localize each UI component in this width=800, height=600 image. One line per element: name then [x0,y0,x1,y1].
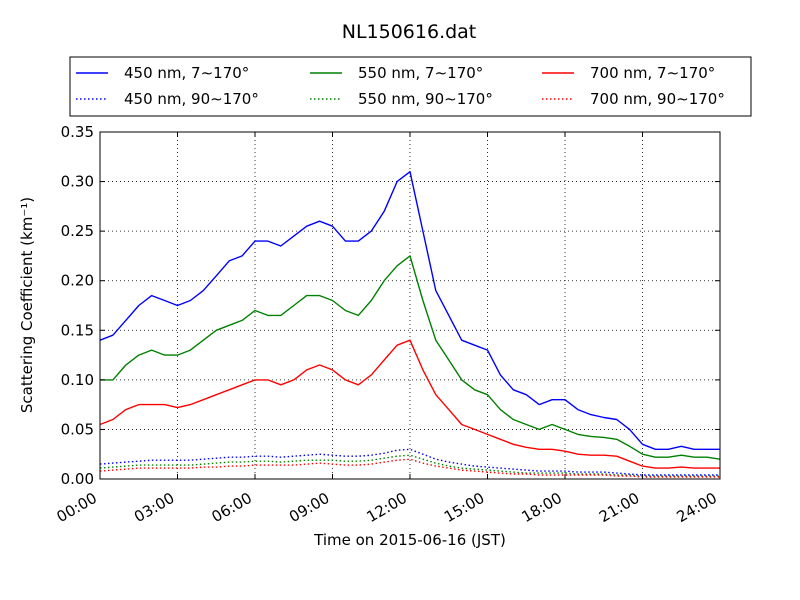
legend-label: 550 nm, 7∼170° [358,64,483,82]
y-tick-label: 0.15 [61,321,94,339]
series-line [100,255,721,460]
legend-label: 700 nm, 90∼170° [590,90,725,108]
y-tick-label: 0.10 [61,371,94,389]
x-tick-label: 21:00 [596,489,642,526]
y-ticks: 0.00 0.05 0.10 0.15 0.20 0.25 0.30 0.35 [61,123,720,488]
series-line [99,339,720,469]
series-line [99,448,720,476]
x-tick-label: 06:00 [209,489,255,526]
x-tick-label: 15:00 [441,489,487,526]
legend: 450 nm, 7∼170° 550 nm, 7∼170° 700 nm, 7∼17… [69,56,752,117]
plot-lines [99,170,721,478]
y-tick-label: 0.25 [61,222,94,240]
x-axis-label: Time on 2015-06-16 (JST) [313,531,506,549]
x-tick-label: 09:00 [286,489,332,526]
legend-label: 450 nm, 7∼170° [124,64,249,82]
y-tick-label: 0.20 [61,272,94,290]
y-tick-label: 0.35 [61,123,94,141]
legend-items: 450 nm, 7∼170° 550 nm, 7∼170° 700 nm, 7∼17… [76,64,725,108]
legend-frame [69,56,752,117]
legend-label: 700 nm, 7∼170° [590,64,715,82]
legend-label: 550 nm, 90∼170° [358,90,493,108]
x-tick-label: 00:00 [54,489,100,526]
x-tick-label: 24:00 [674,489,720,526]
x-ticks: 00:00 03:00 06:00 09:00 12:00 15:00 18:00 21:00… [54,132,721,526]
x-tick-label: 12:00 [364,489,410,526]
y-tick-label: 0.00 [61,470,94,488]
y-axis-label: Scattering Coefficient (km⁻¹) [18,197,36,413]
grid [100,132,720,479]
x-tick-label: 18:00 [519,489,565,526]
chart-title: NL150616.dat [342,21,477,43]
legend-label: 450 nm, 90∼170° [124,90,259,108]
x-tick-label: 03:00 [131,489,177,526]
series-line [99,170,720,450]
y-tick-label: 0.30 [61,173,94,191]
y-tick-label: 0.05 [61,420,94,438]
